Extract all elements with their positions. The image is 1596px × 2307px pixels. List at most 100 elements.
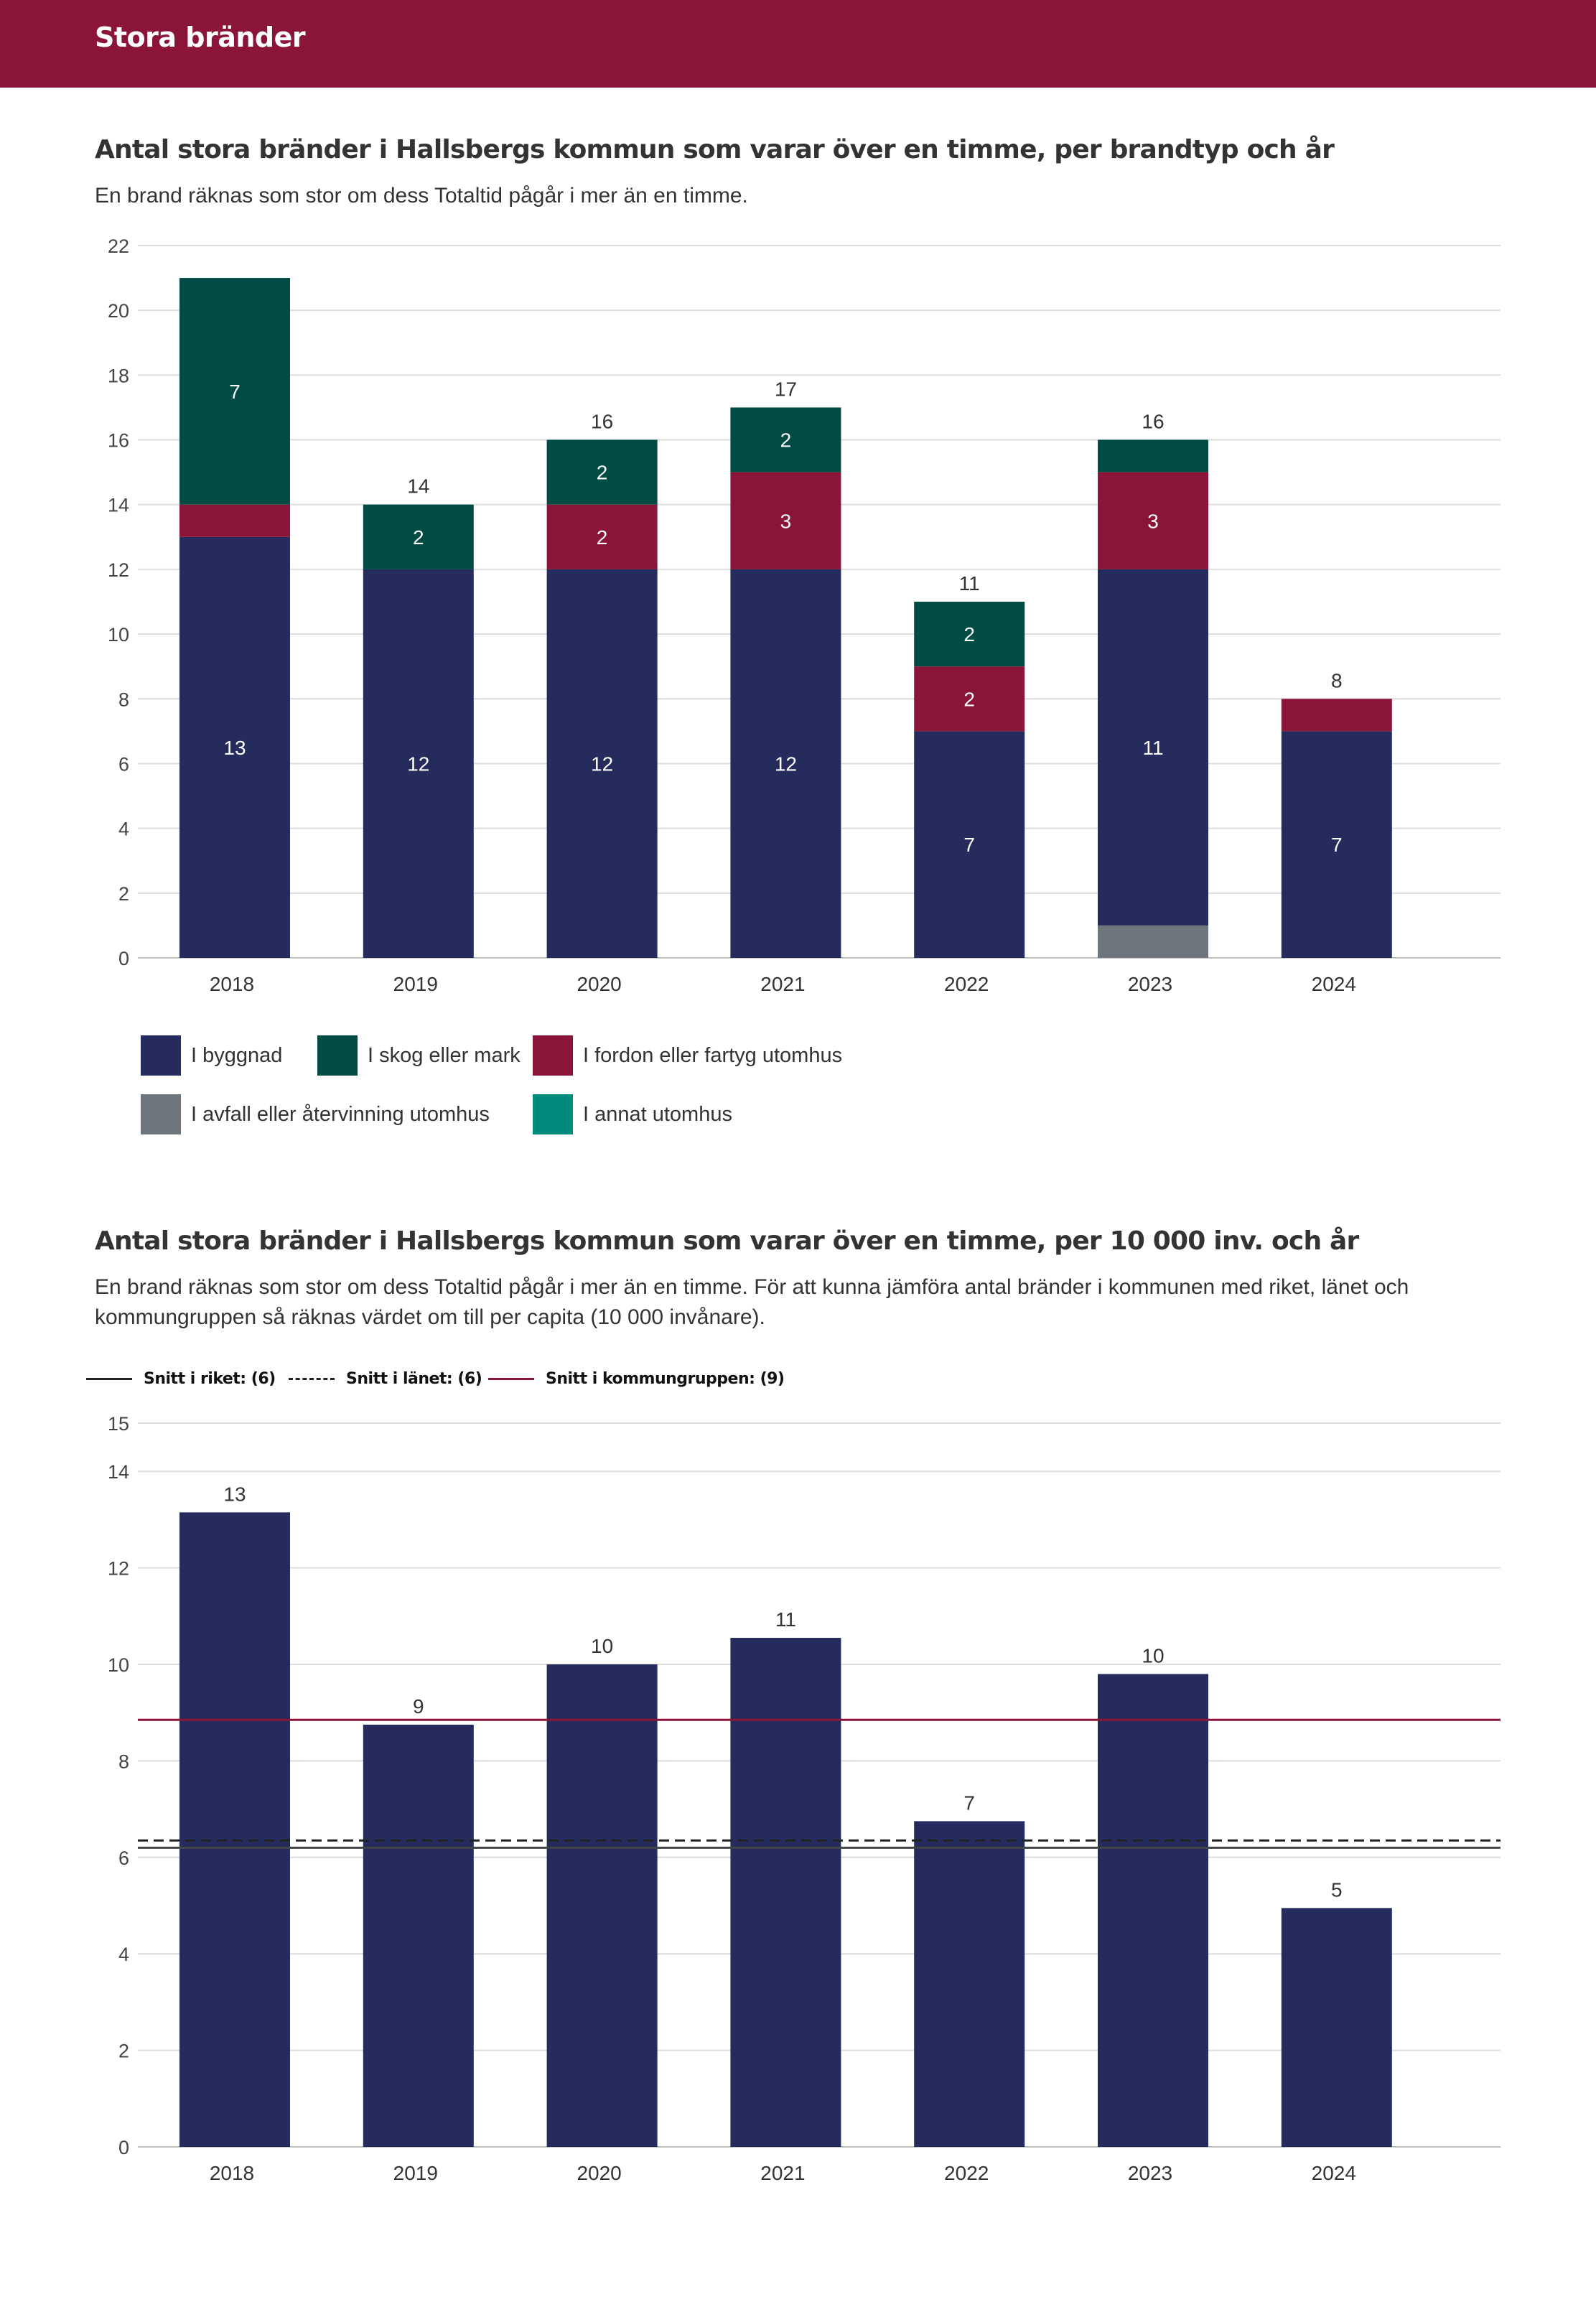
segment-value-label: 13: [223, 737, 246, 759]
chart1-subtitle: En brand räknas som stor om dess Totalti…: [95, 184, 748, 208]
legend-label: Snitt i riket: (6): [144, 1370, 276, 1388]
chart2-legend: Snitt i riket: (6) Snitt i länet: (6) Sn…: [86, 1364, 876, 1400]
bar-segment: [914, 666, 1025, 732]
y-tick-label: 0: [118, 948, 129, 969]
bar-value-label: 10: [1142, 1644, 1164, 1667]
y-tick-label: 4: [118, 1944, 129, 1965]
bar-segment: [914, 602, 1025, 667]
y-tick-label: 8: [118, 689, 129, 710]
x-tick-label: 2018: [210, 973, 254, 995]
legend-item-lanet: Snitt i länet: (6): [289, 1370, 482, 1388]
legend-swatch: [317, 1035, 358, 1076]
y-tick-label: 14: [108, 1461, 129, 1483]
segment-value-label: 2: [597, 462, 608, 484]
bar-value-label: 7: [963, 1791, 975, 1814]
bar-segment: [179, 504, 290, 537]
bar-segment: [363, 504, 474, 569]
y-tick-label: 10: [108, 1654, 129, 1676]
x-tick-label: 2023: [1128, 2162, 1172, 2184]
legend-item-annat: I annat utomhus: [533, 1094, 732, 1134]
y-tick-label: 12: [108, 1558, 129, 1580]
banner-title: Stora bränder: [95, 22, 306, 53]
legend-item-skog: I skog eller mark: [317, 1035, 521, 1076]
x-tick-label: 2019: [393, 2162, 438, 2184]
legend-line-dashed: [289, 1378, 335, 1380]
legend-item-kommungruppen: Snitt i kommungruppen: (9): [488, 1370, 785, 1388]
bar-segment: [1281, 731, 1392, 958]
legend-swatch: [533, 1035, 573, 1076]
bar: [546, 1664, 658, 2147]
legend-item-avfall: I avfall eller återvinning utomhus: [141, 1094, 490, 1134]
legend-swatch: [141, 1094, 181, 1134]
x-tick-label: 2022: [944, 2162, 989, 2184]
bar-segment: [546, 569, 658, 958]
bar-segment: [730, 472, 841, 569]
chart2-subtitle-line2: kommungruppen så räknas värdet om till p…: [95, 1305, 765, 1329]
legend-label: I fordon eller fartyg utomhus: [583, 1043, 843, 1067]
y-tick-label: 8: [118, 1751, 129, 1772]
x-tick-label: 2018: [210, 2162, 254, 2184]
bar-value-label: 5: [1331, 1878, 1343, 1901]
total-value-label: 14: [407, 475, 429, 498]
bar: [914, 1821, 1025, 2147]
bar: [1098, 1674, 1208, 2147]
y-tick-label: 22: [108, 236, 129, 257]
segment-value-label: 2: [597, 526, 608, 549]
total-value-label: 8: [1331, 669, 1343, 691]
segment-value-label: 7: [229, 381, 241, 403]
bar-segment: [363, 569, 474, 958]
legend-item-riket: Snitt i riket: (6): [86, 1370, 276, 1388]
bar-segment: [730, 569, 841, 958]
x-tick-label: 2020: [577, 973, 621, 995]
segment-value-label: 2: [963, 688, 975, 710]
bar: [179, 1512, 290, 2147]
bar-segment: [1098, 925, 1208, 958]
segment-value-label: 2: [963, 623, 975, 646]
segment-value-label: 12: [775, 752, 797, 775]
chart1-legend: I byggnad I skog eller mark I fordon ell…: [141, 1035, 930, 1150]
bar-segment: [546, 504, 658, 569]
bar-segment: [179, 536, 290, 958]
total-value-label: 16: [591, 411, 613, 433]
bar-value-label: 9: [413, 1695, 424, 1718]
total-value-label: 16: [1142, 411, 1164, 433]
y-tick-label: 2: [118, 883, 129, 905]
segment-value-label: 12: [591, 752, 613, 775]
y-tick-label: 10: [108, 624, 129, 646]
legend-label: I avfall eller återvinning utomhus: [191, 1102, 490, 1126]
legend-label: Snitt i länet: (6): [346, 1370, 482, 1388]
legend-line-solid: [86, 1378, 132, 1380]
bar: [1281, 1908, 1392, 2147]
x-tick-label: 2020: [577, 2162, 621, 2184]
legend-line-solid-red: [488, 1378, 534, 1380]
legend-label: Snitt i kommungruppen: (9): [546, 1370, 785, 1388]
bar-segment: [1098, 569, 1208, 926]
legend-label: I skog eller mark: [368, 1043, 521, 1067]
chart2-subtitle-line1: En brand räknas som stor om dess Totalti…: [95, 1275, 1409, 1299]
x-tick-label: 2019: [393, 973, 438, 995]
bar-value-label: 10: [591, 1635, 613, 1657]
legend-swatch: [533, 1094, 573, 1134]
segment-value-label: 2: [780, 429, 792, 452]
legend-item-byggnad: I byggnad: [141, 1035, 282, 1076]
y-tick-label: 18: [108, 365, 129, 386]
legend-item-fordon: I fordon eller fartyg utomhus: [533, 1035, 842, 1076]
x-tick-label: 2022: [944, 973, 989, 995]
segment-value-label: 7: [963, 834, 975, 856]
bar-segment: [179, 278, 290, 505]
y-tick-label: 16: [108, 430, 129, 452]
y-tick-label: 6: [118, 753, 129, 775]
legend-label: I annat utomhus: [583, 1102, 732, 1126]
x-tick-label: 2024: [1312, 973, 1356, 995]
y-tick-label: 4: [118, 819, 129, 840]
bar: [363, 1725, 474, 2147]
y-tick-label: 6: [118, 1847, 129, 1869]
segment-value-label: 3: [1147, 510, 1159, 532]
bar-segment: [1098, 439, 1208, 472]
bar-segment: [546, 439, 658, 505]
header-banner: Stora bränder: [0, 0, 1596, 88]
x-tick-label: 2021: [760, 973, 805, 995]
x-tick-label: 2021: [760, 2162, 805, 2184]
segment-value-label: 12: [407, 752, 429, 775]
